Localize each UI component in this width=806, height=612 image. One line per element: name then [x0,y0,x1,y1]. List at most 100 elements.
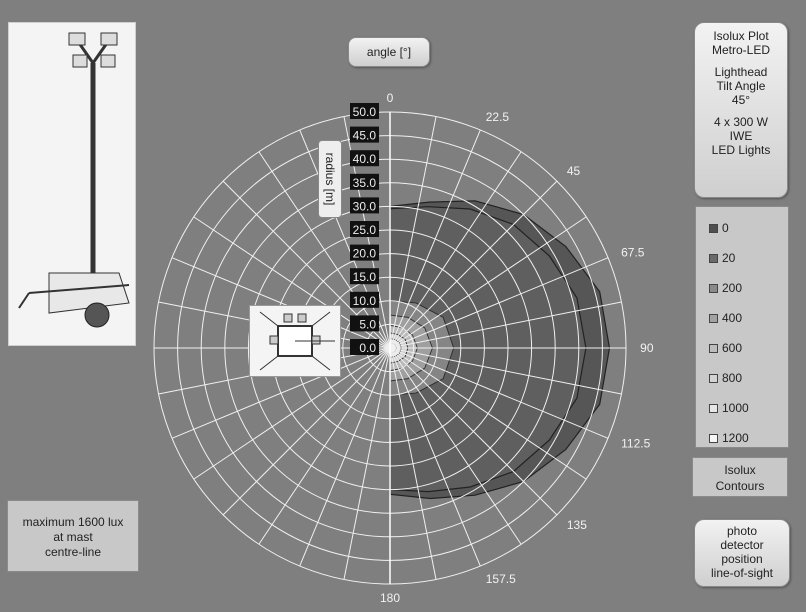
radius-tick-label: 10.0 [353,294,377,308]
legend-swatch [709,434,718,443]
info-panel-line [695,57,787,65]
max-lux-note-line: maximum 1600 lux [22,515,124,529]
grid-radial [389,347,481,567]
info-panel-line: Tilt Angle [716,79,766,93]
angle-label: 67.5 [621,245,645,259]
photo-button-line: photo [726,524,758,538]
legend-swatch [709,344,718,353]
radius-tick-label: 40.0 [353,152,377,166]
grid-radial [222,347,391,516]
radius-tick-label: 50.0 [353,105,377,119]
radius-tick-bg [350,268,379,285]
info-panel-line: Isolux Plot [713,29,769,43]
grid-radial [389,347,622,395]
angle-label: 22.5 [486,110,510,124]
legend-label: 20 [722,251,736,265]
radius-tick-label: 20.0 [353,247,377,261]
photo-button-line: position [721,552,763,566]
grid-radial [389,347,609,439]
grid-radial [389,257,609,349]
legend-title-line: Contours [715,479,765,493]
legend-swatch [709,224,718,233]
legend-swatch [709,404,718,413]
info-panel-line: LED Lights [711,143,771,157]
radius-tick-bg [350,291,379,308]
legend-swatch [709,374,718,383]
radius-tick-bg [350,244,379,261]
radius-button[interactable]: radius [m] [318,140,342,218]
grid-radial [389,129,481,349]
grid-radial [389,116,437,349]
angle-label: 90 [640,341,654,355]
legend-swatch [709,254,718,263]
legend-title-line: Isolux [724,463,756,477]
radius-tick-label: 25.0 [353,223,377,237]
radius-tick-bg [350,103,379,119]
legend-entry: 1000 [709,401,749,415]
angle-label: 112.5 [621,437,650,451]
grid-radial [343,347,391,580]
radius-tick-bg [350,339,379,355]
angle-label: 45 [567,164,581,178]
isolux-contours-label: Isolux Contours [692,457,788,497]
radius-tick-bg [350,197,379,214]
radius-tick-bg [350,315,379,332]
grid-radial [193,347,391,480]
trailer-top-icon [259,311,335,371]
radius-tick-bg [350,150,379,167]
grid-radial [258,151,391,349]
mast-topview-image [249,305,341,377]
light-tower-icon [18,32,130,328]
photo-button-line: line-of-sight [710,566,774,580]
legend-label: 200 [722,281,743,295]
legend-label: 1000 [722,401,749,415]
radius-tick-label: 15.0 [353,270,377,284]
info-panel-line: Metro-LED [711,43,770,57]
info-panel-button[interactable]: Isolux Plot Metro-LED Lighthead Tilt Angle 4… [694,22,788,198]
angle-label: 0 [387,91,394,105]
legend-label: 0 [722,221,729,235]
grid-radial [389,347,558,516]
grid-radial [389,347,587,480]
angle-label: 180 [380,591,400,605]
radius-tick-bg [350,126,379,143]
grid-radial [389,301,622,349]
info-panel-line: Lighthead [714,65,768,79]
radius-tick-label: 35.0 [353,176,377,190]
photo-button-line: detector [720,538,764,552]
max-lux-note-line: at mast [53,530,93,544]
legend-entry: 600 [709,341,742,355]
legend-label: 400 [722,311,743,325]
grid-radial [389,347,437,580]
grid-radial [389,216,587,349]
light-tower-image [8,22,136,346]
legend-label: 1200 [722,431,749,445]
radius-tick-label: 0.0 [359,341,376,355]
grid-radial [171,257,391,349]
legend-entry: 400 [709,311,743,325]
grid-radial [299,347,391,567]
angle-button[interactable]: angle [°] [348,37,430,67]
grid-radial [258,347,391,545]
grid-radial [299,129,391,349]
photo-detector-button[interactable]: photo detector position line-of-sight [694,519,790,587]
grid-radial [389,151,522,349]
radius-tick-bg [350,173,379,190]
radius-tick-bg [350,221,379,237]
isolux-legend: 0 20 200 400 600 800 1000 1200 [695,206,789,448]
info-panel-line: 4 x 300 W [713,115,769,129]
grid-radial [389,180,558,349]
legend-entry: 0 [709,221,729,235]
info-panel-line: 45° [731,93,751,107]
legend-entry: 200 [709,281,743,295]
radius-tick-label: 45.0 [353,129,377,143]
legend-entry: 800 [709,371,743,385]
max-lux-note: maximum 1600 lux at mast centre-line [7,500,139,572]
legend-label: 800 [722,371,743,385]
info-panel-line [695,107,787,115]
legend-entry: 20 [709,251,736,265]
grid-radial [389,347,522,545]
info-panel-line: IWE [729,129,753,143]
radius-tick-label: 5.0 [359,317,376,331]
